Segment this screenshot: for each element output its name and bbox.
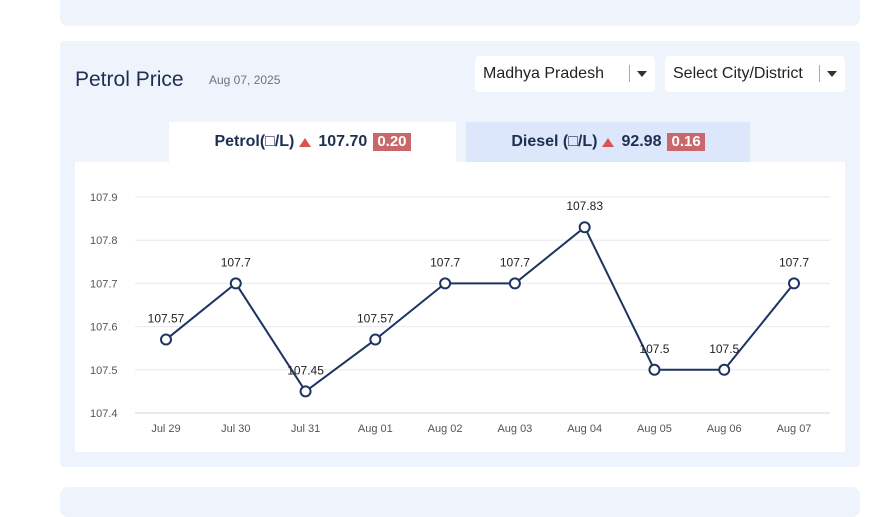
price-up-icon	[299, 137, 312, 147]
data-point	[439, 277, 452, 290]
tab-diesel-change-badge: 0.16	[667, 133, 705, 151]
tab-petrol-change-badge: 0.20	[373, 133, 411, 151]
x-tick-label: Jul 31	[291, 423, 320, 435]
state-select[interactable]: Madhya Pradesh	[475, 56, 655, 92]
data-label: 107.7	[500, 255, 530, 269]
price-date: Aug 07, 2025	[209, 73, 281, 87]
city-select-value: Select City/District	[673, 65, 803, 82]
y-tick-label: 107.5	[90, 365, 118, 377]
data-point	[508, 277, 521, 290]
data-label: 107.83	[566, 199, 603, 213]
state-select-value: Madhya Pradesh	[483, 65, 604, 82]
x-tick-label: Aug 01	[358, 423, 393, 435]
next-card	[60, 487, 860, 517]
data-label: 107.57	[357, 312, 394, 326]
x-tick-label: Aug 04	[567, 423, 602, 435]
y-tick-label: 107.7	[90, 278, 118, 290]
data-point	[299, 385, 312, 398]
x-tick-label: Jul 30	[221, 423, 250, 435]
page-title: Petrol Price	[75, 68, 184, 91]
petrol-price-card: Petrol Price Aug 07, 2025 Madhya Pradesh…	[60, 41, 860, 467]
select-separator	[819, 65, 820, 82]
price-up-icon	[602, 137, 615, 147]
data-label: 107.5	[709, 342, 739, 356]
data-point	[369, 333, 382, 346]
chart-container: 107.4 107.5 107.6 107.7 107.8 107.9 Jul 29 Jul…	[75, 162, 845, 452]
tab-diesel-label: Diesel (□/L)	[511, 133, 598, 150]
y-tick-label: 107.4	[90, 408, 118, 420]
y-tick-label: 107.8	[90, 235, 118, 247]
data-label: 107.45	[287, 363, 324, 377]
price-line-chart: 107.4 107.5 107.6 107.7 107.8 107.9 Jul 29 Jul…	[90, 192, 830, 435]
chevron-down-icon	[827, 71, 837, 77]
y-tick-label: 107.9	[90, 192, 118, 204]
city-select[interactable]: Select City/District	[665, 56, 845, 92]
data-label: 107.7	[779, 255, 809, 269]
y-tick-label: 107.6	[90, 322, 118, 334]
data-label: 107.57	[148, 312, 185, 326]
chevron-down-icon	[637, 71, 647, 77]
tab-petrol-price: 107.70	[318, 133, 368, 150]
x-tick-label: Aug 03	[497, 423, 532, 435]
data-label: 107.7	[430, 255, 460, 269]
previous-card	[60, 0, 860, 26]
x-tick-label: Aug 06	[707, 423, 742, 435]
data-point	[788, 277, 800, 290]
x-tick-label: Jul 29	[151, 423, 180, 435]
data-point	[718, 363, 731, 376]
data-label: 107.5	[639, 342, 669, 356]
x-tick-label: Aug 07	[777, 423, 812, 435]
data-point	[648, 363, 661, 376]
tab-petrol[interactable]: Petrol(□/L) 107.70 0.20	[169, 122, 456, 162]
select-separator	[629, 65, 630, 82]
x-tick-label: Aug 05	[637, 423, 672, 435]
data-point	[229, 277, 242, 290]
data-point	[160, 333, 172, 346]
tab-diesel-price: 92.98	[621, 133, 662, 150]
data-point	[578, 221, 591, 234]
tab-diesel[interactable]: Diesel (□/L) 92.98 0.16	[466, 122, 750, 162]
tab-petrol-label: Petrol(□/L)	[214, 133, 295, 150]
x-tick-label: Aug 02	[428, 423, 463, 435]
series-line	[165, 225, 795, 393]
data-label: 107.7	[221, 255, 251, 269]
